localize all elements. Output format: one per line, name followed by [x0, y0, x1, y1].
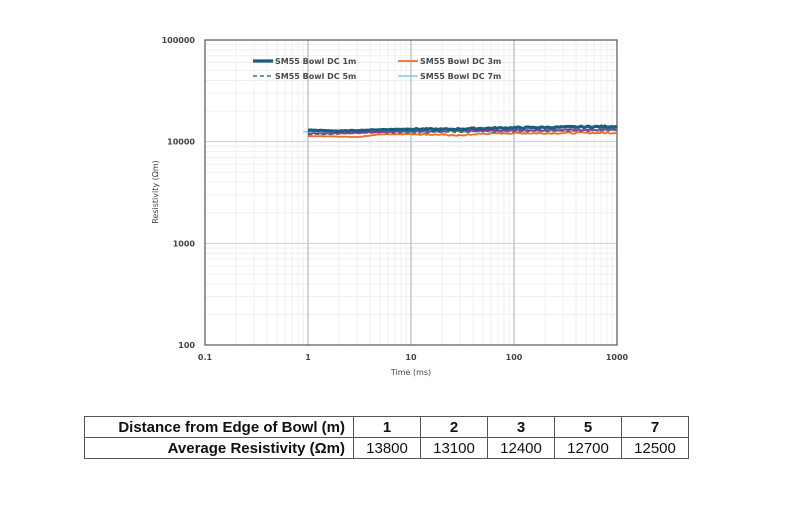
y-tick-label: 100 — [178, 341, 195, 350]
x-tick-label: 0.1 — [198, 353, 213, 362]
table-cell: 5 — [554, 416, 622, 438]
table-cell: 2 — [420, 416, 488, 438]
y-axis-title: Resistivity (Ωm) — [151, 160, 160, 224]
x-axis-title: Time (ms) — [390, 368, 431, 377]
table-row-resistivity: Average Resistivity (Ωm) 13800 13100 124… — [84, 437, 689, 459]
grid — [204, 39, 618, 346]
legend-label: SM55 Bowl DC 3m — [420, 57, 501, 66]
y-tick-label: 10000 — [167, 138, 195, 147]
table-cell: 7 — [621, 416, 689, 438]
series-line-sm55-bowl-dc-1m — [307, 124, 618, 133]
table-cell: 13800 — [353, 437, 421, 459]
table-row-distance: Distance from Edge of Bowl (m) 1 2 3 5 7 — [84, 416, 689, 438]
legend-label: SM55 Bowl DC 5m — [275, 72, 356, 81]
row-header: Average Resistivity (Ωm) — [84, 437, 354, 459]
row-header: Distance from Edge of Bowl (m) — [84, 416, 354, 438]
table-cell: 12500 — [621, 437, 689, 459]
table-cell: 1 — [353, 416, 421, 438]
series-line-sm55-bowl-dc-3m — [307, 131, 618, 139]
plot-area-border — [204, 39, 618, 346]
resistivity-chart: 0.1 1 10 100 1000 100 1000 10000 100000 Time (m… — [151, 36, 629, 377]
legend-label: SM55 Bowl DC 7m — [420, 72, 501, 81]
table-cell: 12700 — [554, 437, 622, 459]
legend-label: SM55 Bowl DC 1m — [275, 57, 356, 66]
resistivity-summary-table: Distance from Edge of Bowl (m) 1 2 3 5 7… — [84, 416, 689, 459]
y-tick-label: 100000 — [162, 36, 196, 45]
series-line-sm55-bowl-dc-2m — [308, 128, 618, 135]
series-group — [303, 124, 618, 139]
x-tick-label: 10 — [405, 353, 417, 362]
x-tick-labels: 0.1 1 10 100 1000 — [198, 353, 629, 362]
table-cell: 3 — [487, 416, 555, 438]
y-tick-labels: 100 1000 10000 100000 — [162, 36, 196, 350]
x-tick-label: 100 — [506, 353, 523, 362]
x-tick-label: 1 — [305, 353, 311, 362]
table-cell: 13100 — [420, 437, 488, 459]
y-tick-label: 1000 — [173, 239, 196, 248]
table-cell: 12400 — [487, 437, 555, 459]
x-tick-label: 1000 — [606, 353, 629, 362]
legend: SM55 Bowl DC 1m SM55 Bowl DC 3m SM55 Bowl … — [253, 57, 501, 81]
